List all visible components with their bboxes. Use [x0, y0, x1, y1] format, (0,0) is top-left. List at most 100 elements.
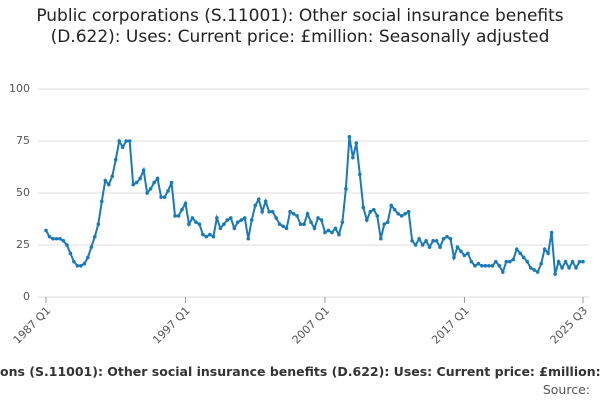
- point: [298, 222, 303, 226]
- point: [162, 195, 167, 199]
- point: [222, 222, 226, 226]
- point: [309, 220, 313, 224]
- point: [218, 226, 223, 231]
- point: [556, 259, 561, 264]
- point: [466, 251, 470, 256]
- point: [410, 239, 414, 243]
- point: [438, 245, 442, 249]
- x-tick-label: 2025 Q3: [548, 304, 591, 347]
- point: [448, 236, 453, 241]
- point: [459, 249, 463, 254]
- point: [354, 141, 359, 145]
- point: [44, 228, 48, 233]
- point: [553, 272, 557, 276]
- point: [528, 266, 533, 270]
- point: [138, 176, 142, 181]
- point: [93, 234, 97, 239]
- point: [424, 239, 428, 243]
- point: [201, 232, 205, 237]
- point: [215, 216, 219, 220]
- point: [330, 230, 334, 235]
- point: [260, 209, 264, 214]
- point: [480, 264, 484, 268]
- point: [445, 234, 449, 239]
- point: [319, 218, 324, 222]
- point: [532, 268, 536, 272]
- point: [378, 236, 383, 241]
- point: [82, 261, 87, 266]
- point: [106, 182, 111, 187]
- point: [406, 209, 411, 214]
- point: [225, 218, 230, 222]
- point: [473, 264, 477, 268]
- point: [312, 226, 317, 231]
- point: [288, 209, 292, 214]
- point: [103, 178, 108, 183]
- point: [476, 261, 481, 266]
- point: [96, 222, 101, 226]
- point: [469, 259, 474, 264]
- point: [134, 180, 139, 185]
- point: [392, 207, 397, 212]
- point: [542, 247, 547, 251]
- point: [113, 157, 118, 162]
- point: [267, 209, 271, 214]
- point: [79, 264, 83, 268]
- point: [166, 189, 170, 193]
- source: Source:: [542, 382, 590, 397]
- point: [274, 216, 278, 220]
- point: [246, 236, 251, 241]
- point: [120, 145, 125, 150]
- point: [141, 168, 146, 172]
- point: [487, 264, 491, 268]
- point: [173, 214, 177, 218]
- point: [86, 255, 90, 260]
- x-tick-label: 2007 Q1: [290, 304, 333, 347]
- point: [131, 182, 135, 187]
- point: [305, 212, 310, 216]
- point: [148, 187, 153, 191]
- point: [127, 139, 132, 143]
- point: [323, 230, 327, 235]
- point: [518, 251, 523, 256]
- point: [365, 218, 369, 222]
- point: [68, 251, 73, 256]
- point: [145, 191, 149, 195]
- point: [514, 247, 519, 251]
- point: [159, 195, 163, 199]
- point: [249, 218, 254, 222]
- point: [351, 155, 355, 160]
- point: [253, 203, 258, 208]
- point: [89, 245, 94, 249]
- point: [117, 139, 122, 143]
- point: [371, 207, 376, 212]
- point: [507, 259, 512, 264]
- x-tick-label: 1997 Q1: [150, 304, 193, 347]
- point: [124, 139, 129, 143]
- point: [399, 214, 404, 218]
- point: [525, 259, 530, 264]
- point: [340, 220, 345, 224]
- point: [511, 257, 516, 262]
- point: [65, 243, 69, 247]
- point: [263, 199, 268, 204]
- point: [110, 174, 115, 179]
- point: [396, 212, 400, 216]
- point: [239, 218, 244, 222]
- point: [277, 222, 282, 226]
- point: [490, 264, 495, 268]
- point: [187, 222, 191, 226]
- point: [337, 232, 341, 237]
- point: [500, 270, 505, 274]
- point: [176, 214, 181, 218]
- point: [316, 216, 320, 220]
- point: [494, 259, 498, 264]
- point: [455, 245, 460, 249]
- point: [570, 259, 575, 264]
- point: [382, 222, 387, 226]
- point: [434, 239, 439, 243]
- point: [242, 216, 247, 220]
- point: [417, 236, 421, 241]
- point: [256, 197, 261, 202]
